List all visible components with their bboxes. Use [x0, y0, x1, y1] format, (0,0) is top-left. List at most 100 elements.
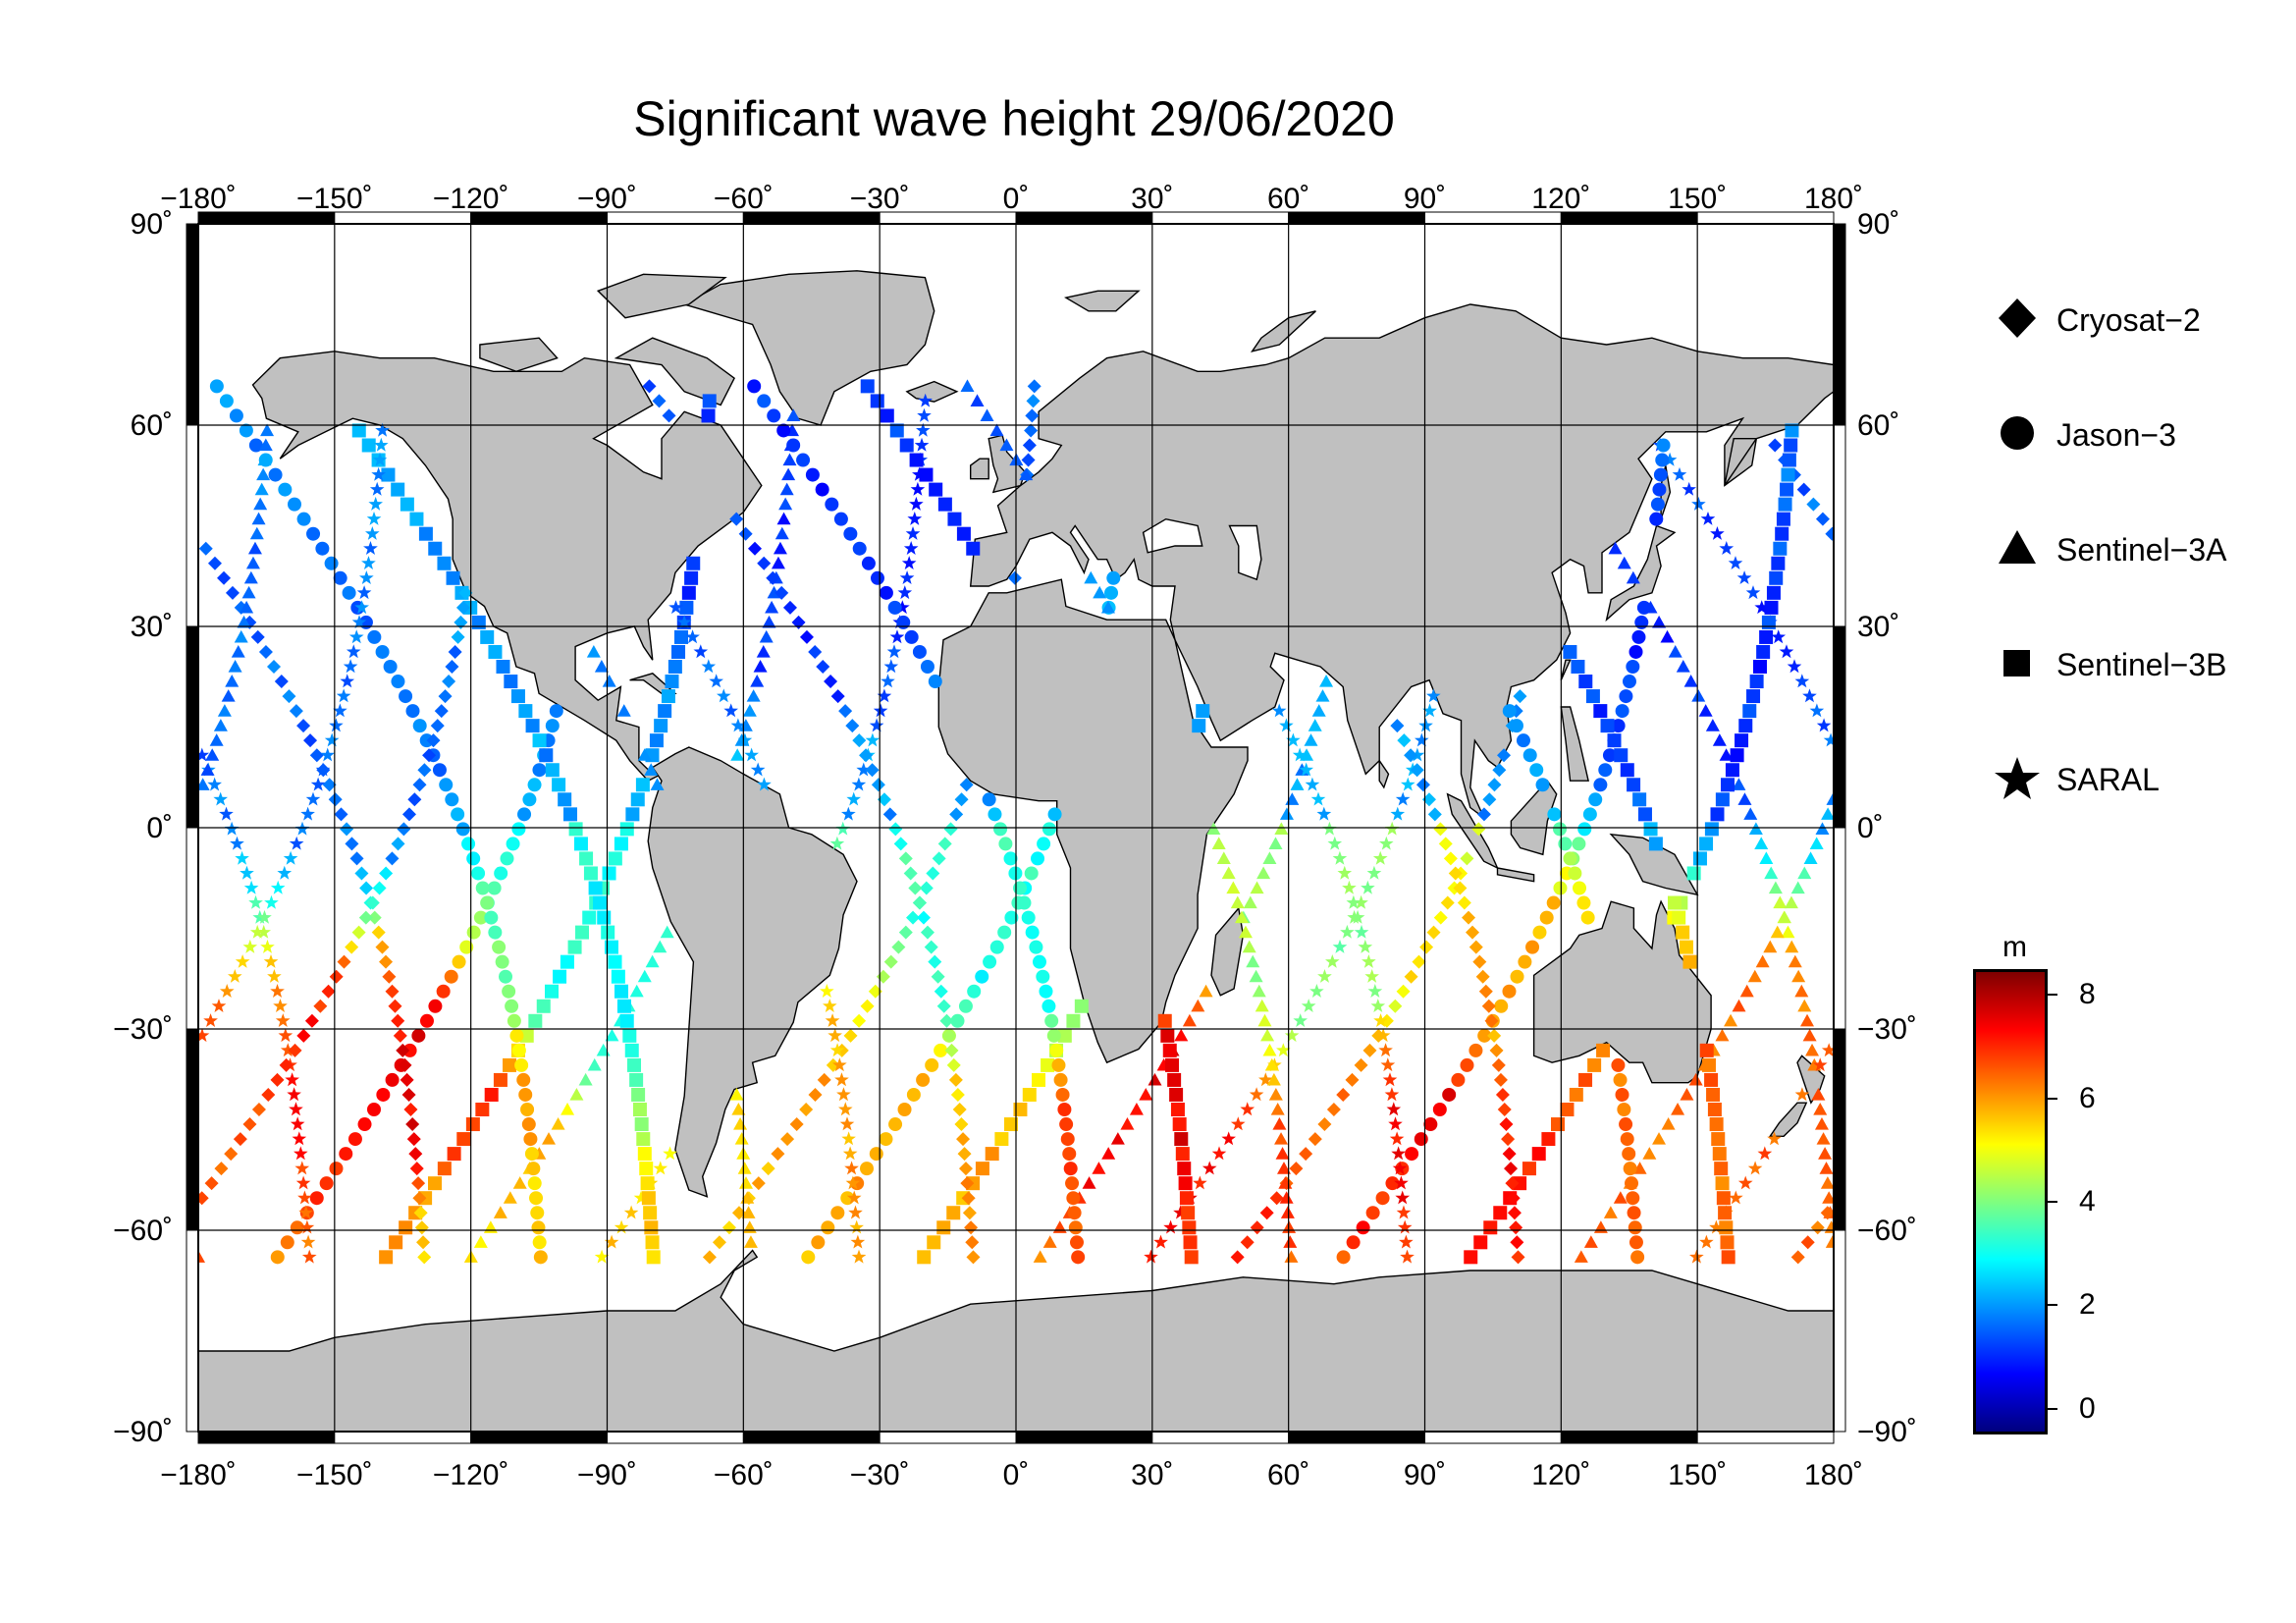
track-point [1451, 1072, 1466, 1087]
track-point [1698, 704, 1713, 717]
track-point [480, 629, 495, 644]
track-point [1782, 453, 1796, 467]
track-point [1791, 969, 1806, 983]
track-point [852, 541, 867, 556]
track-point [604, 1234, 619, 1249]
frame-segment [879, 1431, 1017, 1444]
track-point [1170, 1103, 1185, 1116]
track-point [594, 1249, 610, 1264]
track-point [1510, 969, 1524, 984]
track-point [396, 1043, 410, 1057]
track-point [578, 1072, 593, 1086]
track-point [228, 660, 242, 673]
land-north-america [251, 351, 763, 783]
track-point [1712, 1147, 1727, 1162]
track-point [351, 423, 366, 438]
track-point [385, 1072, 400, 1087]
track-point [249, 924, 265, 939]
track-point [1615, 1087, 1629, 1102]
track-point [217, 570, 232, 585]
track-point [367, 910, 382, 925]
frame-segment [1288, 1431, 1425, 1444]
track-point [1238, 925, 1253, 939]
track-point [1568, 866, 1582, 881]
track-point [774, 526, 789, 540]
track-point [1705, 719, 1720, 731]
track-point [400, 497, 414, 512]
track-point [1029, 940, 1043, 954]
track-point [886, 644, 902, 659]
track-point [844, 1161, 859, 1175]
track-point [346, 644, 361, 659]
track-point [545, 763, 560, 778]
track-point [583, 866, 598, 881]
track-point [1759, 629, 1774, 644]
track-point [1546, 895, 1561, 910]
track-point [608, 851, 622, 866]
track-point [1714, 1162, 1729, 1176]
track-point [1250, 1220, 1264, 1235]
track-point [376, 1087, 391, 1102]
track-point [1784, 438, 1798, 453]
track-point [929, 482, 943, 497]
track-point [233, 1132, 247, 1147]
track-point [1160, 1028, 1175, 1043]
track-point [870, 570, 884, 585]
track-point [702, 1250, 717, 1265]
track-point [282, 689, 296, 704]
track-point [560, 954, 574, 969]
track-point [1414, 1132, 1428, 1147]
track-point [1822, 1191, 1834, 1204]
track-point [1711, 1132, 1726, 1147]
track-point [821, 1220, 835, 1235]
track-point [198, 1191, 209, 1206]
track-point [1742, 704, 1757, 719]
track-point [1636, 600, 1651, 615]
track-point [248, 894, 263, 909]
track-point [1404, 748, 1418, 763]
track-point [1092, 1162, 1106, 1174]
track-point [916, 910, 931, 925]
track-point [417, 763, 432, 778]
track-point [646, 1250, 661, 1265]
track-point [1814, 1117, 1829, 1130]
track-point [1284, 1250, 1299, 1263]
track-point [401, 807, 416, 822]
track-point [251, 512, 266, 525]
track-point [676, 615, 692, 629]
land-eurasia [969, 303, 1834, 820]
track-point [789, 1117, 804, 1132]
track-point [961, 1191, 976, 1206]
track-point [1388, 1116, 1403, 1131]
track-point [451, 807, 465, 822]
lon-tick-bottom: 150˚ [1668, 1459, 1727, 1491]
track-point [1611, 1057, 1626, 1072]
lon-tick-top: −150˚ [296, 183, 373, 215]
track-point [1746, 689, 1761, 704]
track-point [1571, 660, 1585, 674]
track-point [645, 1235, 660, 1250]
track-point [391, 482, 405, 497]
track-point [608, 954, 622, 969]
track-point [484, 1087, 499, 1102]
track-point [288, 1043, 302, 1057]
lat-tick-left: −90˚ [113, 1416, 173, 1448]
track-point [300, 1234, 316, 1249]
track-point [717, 688, 731, 703]
track-point [889, 423, 904, 438]
track-point [1797, 866, 1812, 880]
track-point [1821, 1043, 1834, 1057]
track-point [897, 1103, 912, 1116]
track-point [260, 423, 275, 437]
track-point [1270, 1103, 1285, 1115]
track-point [1587, 1057, 1602, 1072]
track-point [217, 704, 232, 717]
track-point [1250, 881, 1264, 894]
track-point [639, 1162, 654, 1176]
track-point [1036, 969, 1050, 984]
track-point [1787, 659, 1802, 674]
track-point [1707, 1103, 1722, 1116]
frame-segment [186, 625, 199, 829]
track-point [848, 1205, 863, 1219]
map-border [197, 223, 1835, 1433]
